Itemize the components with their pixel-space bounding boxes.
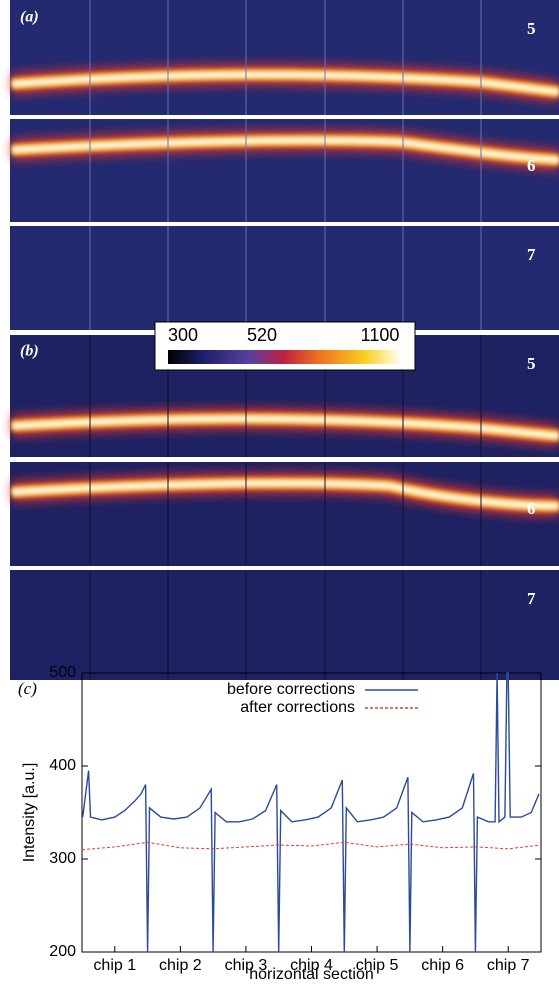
- detector-strip: [10, 570, 559, 680]
- beam-core: [11, 137, 559, 163]
- detector-strip: [10, 226, 559, 330]
- detector-images: 5 6 7 (a) 5 6 7 (b): [10, 0, 559, 680]
- y-tick-label: 300: [49, 850, 76, 867]
- panel-label: (c): [18, 679, 37, 698]
- beam-core: [11, 480, 559, 509]
- x-tick-label: chip 7: [487, 957, 530, 974]
- beam-core: [11, 71, 559, 95]
- legend-label: before corrections: [227, 681, 355, 698]
- x-tick-label: chip 3: [225, 957, 268, 974]
- strip-label: 5: [527, 19, 536, 38]
- x-tick-label: chip 2: [159, 957, 202, 974]
- y-tick-label: 400: [49, 757, 76, 774]
- x-tick-label: chip 5: [356, 957, 399, 974]
- panel-label: (b): [20, 343, 39, 360]
- series-line: [82, 672, 540, 953]
- x-axis-label: horizontal section: [249, 966, 374, 983]
- strip-label: 6: [527, 499, 536, 518]
- x-tick-label: chip 6: [421, 957, 464, 974]
- y-tick-label: 500: [49, 664, 76, 681]
- strip-label: 7: [527, 589, 536, 608]
- colorbar-gradient: [168, 350, 400, 364]
- series-line: [81, 841, 542, 851]
- beam-core: [11, 415, 559, 439]
- colorbar-tick-label: 300: [168, 325, 198, 345]
- y-axis-label: Intensity [a.u.]: [21, 763, 38, 863]
- detector-strip: [10, 0, 559, 115]
- legend-label: after corrections: [240, 699, 355, 716]
- panel-label: (a): [20, 9, 39, 26]
- colorbar-tick-label: 520: [247, 325, 277, 345]
- strip-label: 5: [527, 354, 536, 373]
- y-tick-label: 200: [49, 943, 76, 960]
- chart: (c) 200 300 400 500 chip 1 chip 2 chip 3 chip 4 c…: [18, 664, 542, 983]
- x-tick-label: chip 4: [290, 957, 333, 974]
- strip-label: 7: [527, 245, 536, 264]
- colorbar-tick-label: 1100: [361, 325, 400, 345]
- colorbar: [154, 321, 416, 371]
- strip-label: 6: [527, 156, 536, 175]
- x-tick-label: chip 1: [93, 957, 136, 974]
